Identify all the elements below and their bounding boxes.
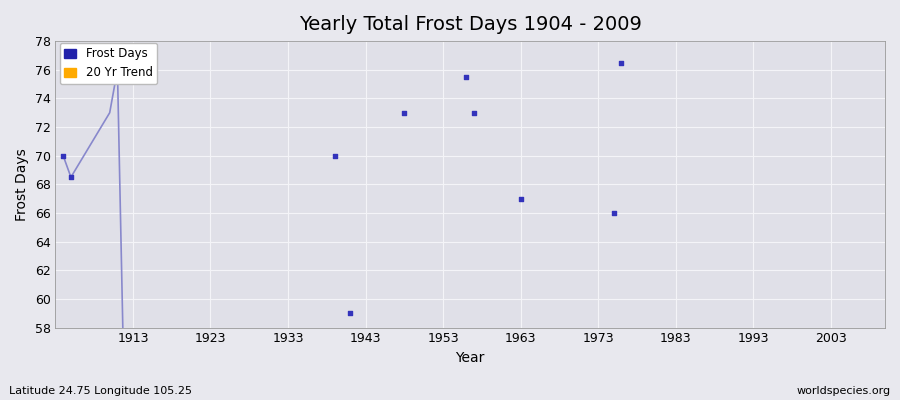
Title: Yearly Total Frost Days 1904 - 2009: Yearly Total Frost Days 1904 - 2009 <box>299 15 642 34</box>
Point <box>614 59 628 66</box>
Point <box>397 110 411 116</box>
Point <box>607 210 621 216</box>
Point <box>343 310 357 316</box>
Legend: Frost Days, 20 Yr Trend: Frost Days, 20 Yr Trend <box>59 42 158 84</box>
Y-axis label: Frost Days: Frost Days <box>15 148 29 221</box>
Point <box>56 152 70 159</box>
Point <box>467 110 482 116</box>
Text: worldspecies.org: worldspecies.org <box>796 386 891 396</box>
Point <box>328 152 342 159</box>
Point <box>513 196 527 202</box>
Text: Latitude 24.75 Longitude 105.25: Latitude 24.75 Longitude 105.25 <box>9 386 192 396</box>
Point <box>459 74 473 80</box>
X-axis label: Year: Year <box>455 351 485 365</box>
Point <box>64 174 78 180</box>
